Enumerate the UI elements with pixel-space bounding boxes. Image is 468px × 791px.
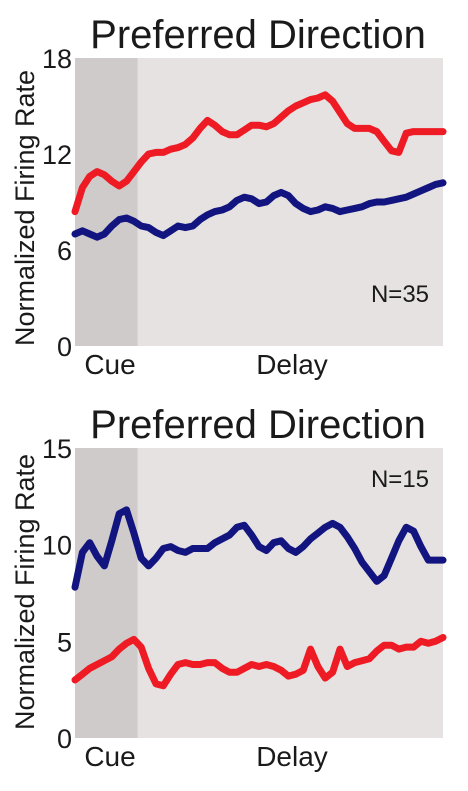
top-series-line-1	[71, 179, 447, 241]
bottom-cue-shading	[75, 448, 138, 738]
bottom-sample-size: N=15	[371, 466, 429, 493]
bottom-series-line-0	[71, 506, 447, 591]
top-chart-title: Preferred Direction	[90, 13, 426, 57]
top-sample-size: N=35	[371, 281, 429, 308]
top-y-ticks: 0 6 12 18	[42, 44, 72, 362]
top-cue-shading	[75, 58, 138, 346]
top-y-axis-label: Normalized Firing Rate	[10, 70, 40, 346]
top-series-line-0	[71, 91, 447, 216]
bottom-y-ticks: 0 5 10 15	[42, 434, 72, 754]
bottom-y-tick-label: 10	[42, 531, 72, 561]
bottom-series-layer	[71, 506, 447, 690]
bottom-y-tick-label: 15	[42, 434, 72, 464]
bottom-y-tick-label: 0	[57, 724, 72, 754]
top-series-layer	[71, 91, 447, 241]
top-epoch-label-delay: Delay	[256, 349, 328, 380]
top-y-tick-label: 0	[57, 332, 72, 362]
top-y-tick-label: 18	[42, 44, 72, 74]
bottom-series-line-1	[71, 634, 447, 690]
bottom-epoch-label-cue: Cue	[84, 741, 135, 772]
top-epoch-label-cue: Cue	[84, 349, 135, 380]
top-y-tick-label: 6	[57, 236, 72, 266]
top-y-tick-label: 12	[42, 140, 72, 170]
bottom-chart: Preferred Direction Normalized Firing Ra…	[10, 403, 447, 772]
bottom-chart-title: Preferred Direction	[90, 403, 426, 447]
bottom-epoch-label-delay: Delay	[256, 741, 328, 772]
bottom-y-tick-label: 5	[57, 627, 72, 657]
top-chart: Preferred Direction Normalized Firing Ra…	[10, 13, 447, 380]
bottom-y-axis-label: Normalized Firing Rate	[10, 454, 40, 730]
